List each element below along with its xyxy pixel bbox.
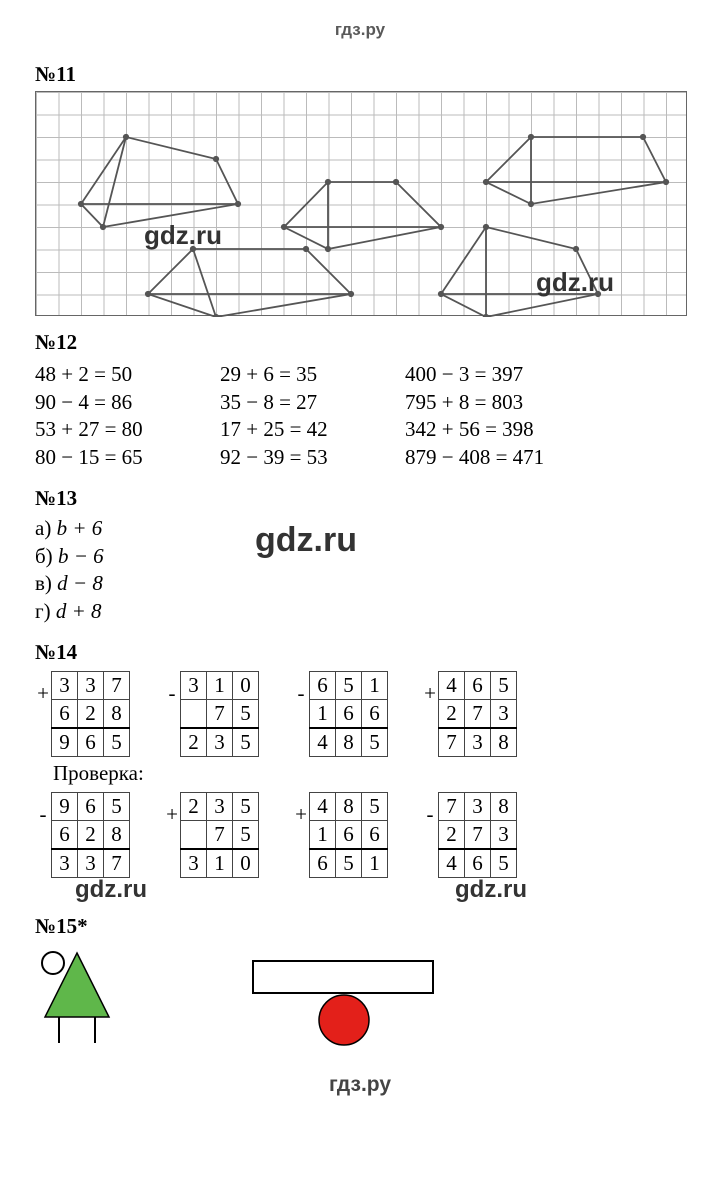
column-calc: +465273738 xyxy=(422,671,517,757)
column-calc: -31075235 xyxy=(164,671,259,757)
header-logo: гдз.ру xyxy=(35,20,685,40)
operator: - xyxy=(422,792,438,825)
equation-line: 795 + 8 = 803 xyxy=(405,389,605,417)
section-13-title: №13 xyxy=(35,486,685,511)
expression-item: г) d + 8 xyxy=(35,598,685,626)
calc-row-1: +337628965 -31075235 -651166485 +465273738 xyxy=(35,671,685,757)
equation-line: 90 − 4 = 86 xyxy=(35,389,220,417)
column-calc: -651166485 xyxy=(293,671,388,757)
operator: - xyxy=(35,792,51,825)
equation-line: 879 − 408 = 471 xyxy=(405,444,605,472)
grid-11: gdz.ru gdz.ru xyxy=(35,91,687,316)
equation-line: 92 − 39 = 53 xyxy=(220,444,405,472)
watermark: gdz.ru xyxy=(455,876,527,904)
wm-row-14: gdz.ru gdz.ru xyxy=(35,878,685,900)
equation-line: 29 + 6 = 35 xyxy=(220,361,405,389)
expression-item: в) d − 8 xyxy=(35,570,685,598)
figure-15b xyxy=(249,957,449,1047)
expression-item: а) b + 6 xyxy=(35,515,685,543)
operator: + xyxy=(35,671,51,704)
equation-column: 400 − 3 = 397795 + 8 = 803342 + 56 = 398… xyxy=(405,361,605,472)
page: гдз.ру №11 gdz.ru gdz.ru №12 48 + 2 = 50… xyxy=(0,0,720,1137)
equation-line: 80 − 15 = 65 xyxy=(35,444,220,472)
operator: - xyxy=(164,671,180,704)
equations-12: 48 + 2 = 5090 − 4 = 8653 + 27 = 8080 − 1… xyxy=(35,361,685,472)
figures-15 xyxy=(39,947,685,1047)
section-13-body: а) b + 6б) b − 6в) d − 8г) d + 8 gdz.ru xyxy=(35,515,685,626)
equation-column: 29 + 6 = 3535 − 8 = 2717 + 25 = 4292 − 3… xyxy=(220,361,405,472)
check-label: Проверка: xyxy=(53,761,685,786)
section-12-title: №12 xyxy=(35,330,685,355)
operator: - xyxy=(293,671,309,704)
operator: + xyxy=(164,792,180,825)
equation-line: 342 + 56 = 398 xyxy=(405,416,605,444)
column-calc: +23575310 xyxy=(164,792,259,878)
section-11-title: №11 xyxy=(35,62,685,87)
calc-row-2: -965628337 +23575310 +485166651 -738273465 xyxy=(35,792,685,878)
column-calc: +337628965 xyxy=(35,671,130,757)
shapes-11 xyxy=(36,92,688,317)
column-calc: +485166651 xyxy=(293,792,388,878)
equation-line: 17 + 25 = 42 xyxy=(220,416,405,444)
figure-15a xyxy=(39,947,129,1047)
expression-list: а) b + 6б) b − 6в) d − 8г) d + 8 xyxy=(35,515,685,626)
watermark: gdz.ru xyxy=(75,876,147,904)
equation-line: 48 + 2 = 50 xyxy=(35,361,220,389)
column-calc: -738273465 xyxy=(422,792,517,878)
footer-logo: гдз.ру xyxy=(35,1073,685,1097)
equation-line: 53 + 27 = 80 xyxy=(35,416,220,444)
watermark: gdz.ru xyxy=(255,521,357,560)
operator: + xyxy=(293,792,309,825)
equation-column: 48 + 2 = 5090 − 4 = 8653 + 27 = 8080 − 1… xyxy=(35,361,220,472)
column-calc: -965628337 xyxy=(35,792,130,878)
operator: + xyxy=(422,671,438,704)
section-14-title: №14 xyxy=(35,640,685,665)
section-15-title: №15* xyxy=(35,914,685,939)
expression-item: б) b − 6 xyxy=(35,543,685,571)
equation-line: 400 − 3 = 397 xyxy=(405,361,605,389)
equation-line: 35 − 8 = 27 xyxy=(220,389,405,417)
